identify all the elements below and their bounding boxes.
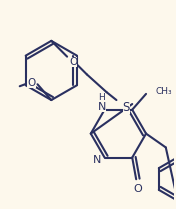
Text: H: H xyxy=(98,93,105,102)
Text: S: S xyxy=(123,101,130,115)
Text: N: N xyxy=(93,154,101,164)
Text: O: O xyxy=(69,57,77,67)
Text: O: O xyxy=(27,78,36,88)
Text: O: O xyxy=(134,184,143,194)
Text: N: N xyxy=(98,102,106,112)
Text: CH₃: CH₃ xyxy=(156,87,172,96)
